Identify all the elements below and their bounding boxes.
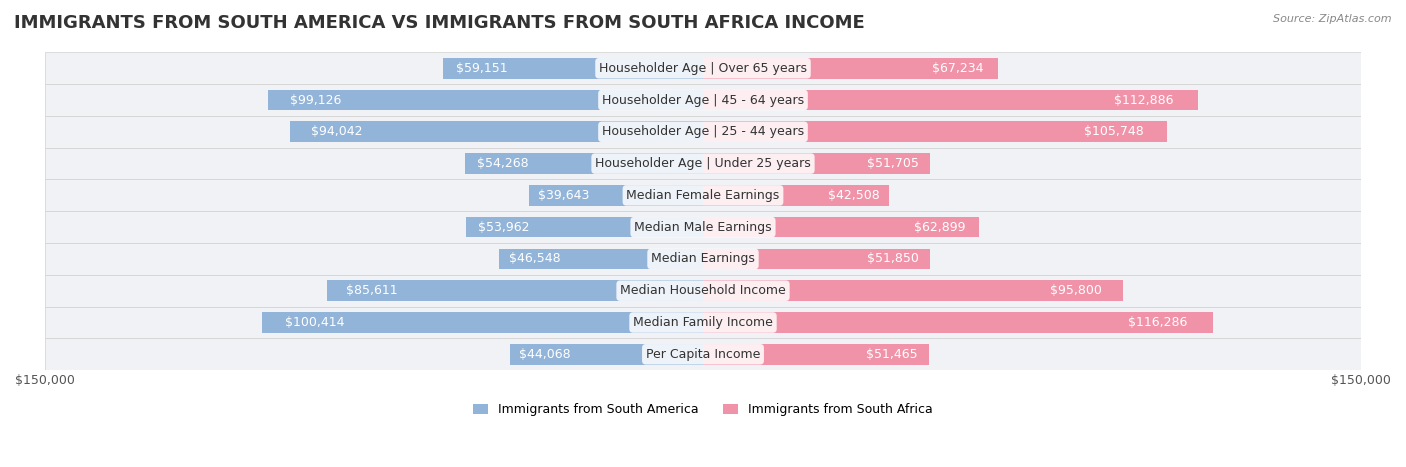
Bar [529, 185, 703, 205]
Bar [703, 248, 931, 269]
Text: $100,414: $100,414 [284, 316, 344, 329]
Bar [45, 116, 1361, 148]
Text: $85,611: $85,611 [346, 284, 398, 297]
Text: $105,748: $105,748 [1084, 125, 1143, 138]
Text: IMMIGRANTS FROM SOUTH AMERICA VS IMMIGRANTS FROM SOUTH AFRICA INCOME: IMMIGRANTS FROM SOUTH AMERICA VS IMMIGRA… [14, 14, 865, 32]
Text: $67,234: $67,234 [932, 62, 983, 75]
Bar [45, 179, 1361, 211]
Bar [45, 275, 1361, 307]
Bar [703, 217, 979, 238]
Text: Per Capita Income: Per Capita Income [645, 348, 761, 361]
Text: $51,465: $51,465 [866, 348, 918, 361]
Text: $112,886: $112,886 [1114, 93, 1174, 106]
Text: $99,126: $99,126 [290, 93, 342, 106]
Bar [465, 153, 703, 174]
Text: Median Male Earnings: Median Male Earnings [634, 221, 772, 234]
Text: $59,151: $59,151 [457, 62, 508, 75]
Bar [703, 90, 1198, 110]
Text: Median Household Income: Median Household Income [620, 284, 786, 297]
Text: Median Female Earnings: Median Female Earnings [627, 189, 779, 202]
Text: Householder Age | Over 65 years: Householder Age | Over 65 years [599, 62, 807, 75]
Text: $116,286: $116,286 [1128, 316, 1188, 329]
Bar [703, 185, 890, 205]
Legend: Immigrants from South America, Immigrants from South Africa: Immigrants from South America, Immigrant… [468, 398, 938, 421]
Text: Householder Age | 25 - 44 years: Householder Age | 25 - 44 years [602, 125, 804, 138]
Text: Median Earnings: Median Earnings [651, 253, 755, 265]
Text: $51,705: $51,705 [866, 157, 918, 170]
Bar [443, 58, 703, 78]
Bar [263, 312, 703, 333]
Text: $54,268: $54,268 [477, 157, 529, 170]
Bar [499, 248, 703, 269]
Text: $44,068: $44,068 [519, 348, 571, 361]
Text: $46,548: $46,548 [509, 253, 561, 265]
Text: $39,643: $39,643 [537, 189, 589, 202]
Bar [291, 121, 703, 142]
Text: Source: ZipAtlas.com: Source: ZipAtlas.com [1274, 14, 1392, 24]
Bar [45, 307, 1361, 339]
Bar [703, 280, 1123, 301]
Bar [328, 280, 703, 301]
Bar [703, 121, 1167, 142]
Text: $62,899: $62,899 [914, 221, 965, 234]
Bar [703, 312, 1213, 333]
Text: $53,962: $53,962 [478, 221, 530, 234]
Text: $94,042: $94,042 [311, 125, 363, 138]
Text: $95,800: $95,800 [1050, 284, 1102, 297]
Text: $51,850: $51,850 [868, 253, 920, 265]
Bar [45, 148, 1361, 179]
Bar [703, 344, 929, 365]
Bar [45, 211, 1361, 243]
Bar [509, 344, 703, 365]
Bar [269, 90, 703, 110]
Bar [45, 243, 1361, 275]
Text: Householder Age | Under 25 years: Householder Age | Under 25 years [595, 157, 811, 170]
Text: $42,508: $42,508 [828, 189, 880, 202]
Bar [45, 52, 1361, 84]
Bar [45, 84, 1361, 116]
Bar [467, 217, 703, 238]
Text: Householder Age | 45 - 64 years: Householder Age | 45 - 64 years [602, 93, 804, 106]
Bar [703, 58, 998, 78]
Bar [45, 339, 1361, 370]
Text: Median Family Income: Median Family Income [633, 316, 773, 329]
Bar [703, 153, 929, 174]
